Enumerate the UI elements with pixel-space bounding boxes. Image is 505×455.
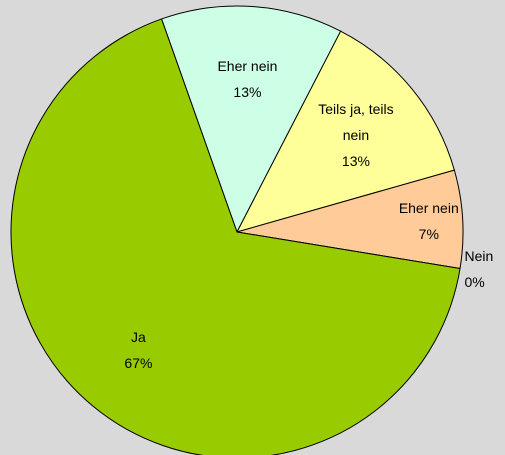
slice-label: Nein 0% <box>464 229 505 309</box>
category-label: Ja <box>131 328 146 345</box>
label-box: Ja 67% <box>78 310 198 390</box>
value-label: 0% <box>464 274 485 291</box>
value-label: 13% <box>341 152 370 169</box>
category-label: Nein <box>464 248 494 265</box>
slice-label: Eher nein 13% <box>187 39 307 119</box>
category-label: Eher nein <box>398 199 459 216</box>
slice-label: Ja 67% <box>78 310 198 390</box>
pie-slice <box>236 30 455 233</box>
category-label: Eher nein <box>217 57 278 74</box>
label-box: Teils ja, teils nein 13% <box>296 95 416 175</box>
pie-slice <box>10 18 461 455</box>
label-box: Eher nein 7% <box>369 181 489 261</box>
label-box: Eher nein 13% <box>187 39 307 119</box>
slice-label: Eher nein 7% <box>369 181 489 261</box>
value-label: 7% <box>418 225 439 242</box>
pie-slice <box>160 5 342 234</box>
value-label: 67% <box>124 354 153 371</box>
slice-label: Teils ja, teils nein 13% <box>296 95 416 175</box>
category-label: Teils ja, teils nein <box>318 100 394 143</box>
value-label: 13% <box>233 83 262 100</box>
label-box: Nein 0% <box>464 229 505 309</box>
